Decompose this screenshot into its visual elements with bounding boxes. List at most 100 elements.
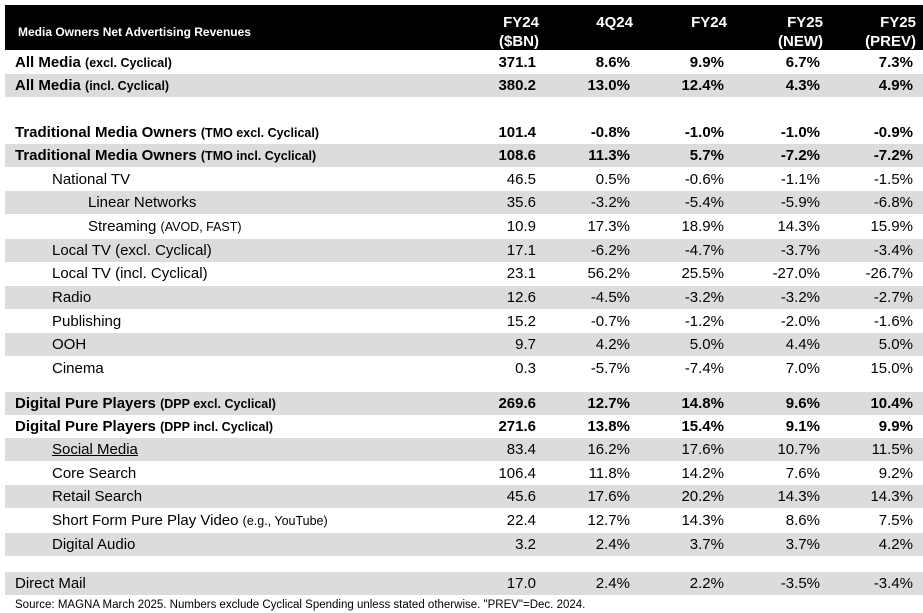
row-label-note: (TMO incl. Cyclical) [200, 149, 317, 163]
cell-value: 2.2% [689, 575, 724, 592]
cell-value: -6.8% [873, 194, 913, 211]
cell-value: 9.9% [878, 418, 913, 435]
cell-value: -2.0% [780, 313, 820, 330]
cell-value: -7.4% [684, 360, 724, 377]
cell-value: 12.6 [506, 289, 536, 306]
row-label-text: OOH [52, 336, 87, 353]
cell-value: 4.3% [785, 77, 820, 94]
column-header: FY24 [691, 13, 727, 32]
cell-value: 18.9% [681, 218, 724, 235]
column-header-line: ($BN) [499, 33, 539, 50]
cell-value: 11.5% [871, 441, 913, 458]
cell-value: 2.4% [595, 536, 630, 553]
column-header: FY25 (PREV) [865, 13, 916, 51]
row-label-text: Traditional Media Owners [15, 124, 197, 141]
column-header-line: FY25 [880, 14, 916, 31]
cell-value: -1.5% [873, 171, 913, 188]
cell-value: 4.9% [878, 77, 913, 94]
cell-value: 15.2 [506, 313, 536, 330]
row-label: Digital Audio [52, 533, 135, 556]
row-label-text: National TV [52, 171, 131, 188]
cell-value: 15.4% [681, 418, 724, 435]
row-label-note: (DPP excl. Cyclical) [160, 397, 276, 411]
row-label: Traditional Media Owners (TMO incl. Cycl… [15, 144, 316, 167]
table-row: National TV 46.5 0.5% -0.6% -1.1% -1.5% [5, 168, 923, 191]
column-header: FY24 ($BN) [499, 13, 539, 51]
cell-value: -3.4% [873, 242, 913, 259]
table-row: Streaming (AVOD, FAST) 10.9 17.3% 18.9% 14.3… [5, 215, 923, 238]
row-label-text: Cinema [52, 360, 104, 377]
cell-value: 380.2 [498, 77, 536, 94]
table-row: Linear Networks 35.6 -3.2% -5.4% -5.9% -6.8% [5, 191, 923, 214]
cell-value: -0.8% [590, 124, 630, 141]
cell-value: -4.7% [684, 242, 724, 259]
row-label: Short Form Pure Play Video (e.g., YouTub… [52, 509, 328, 532]
cell-value: 11.3% [588, 147, 630, 164]
cell-value: 0.3 [515, 360, 536, 377]
cell-value: 10.4% [870, 395, 913, 412]
row-label-note: (DPP incl. Cyclical) [160, 420, 274, 434]
column-header-line: FY24 [691, 14, 727, 31]
table-row: Retail Search 45.6 17.6% 20.2% 14.3% 14.3% [5, 485, 923, 508]
cell-value: 271.6 [498, 418, 536, 435]
cell-value: 3.7% [689, 536, 724, 553]
cell-value: -3.2% [780, 289, 820, 306]
row-label: Publishing [52, 310, 121, 333]
row-label: Local TV (excl. Cyclical) [52, 239, 212, 262]
cell-value: 11.8% [588, 465, 630, 482]
cell-value: 14.3% [777, 218, 820, 235]
cell-value: 14.3% [870, 488, 913, 505]
cell-value: 5.0% [689, 336, 724, 353]
cell-value: -3.4% [873, 575, 913, 592]
row-label: Traditional Media Owners (TMO excl. Cycl… [15, 121, 319, 144]
cell-value: -2.7% [873, 289, 913, 306]
cell-value: -5.4% [684, 194, 724, 211]
cell-value: 35.6 [506, 194, 536, 211]
cell-value: 8.6% [595, 54, 630, 71]
table-row: Local TV (incl. Cyclical) 23.1 56.2% 25.5% -… [5, 262, 923, 285]
cell-value: 14.3% [777, 488, 820, 505]
cell-value: 9.6% [785, 395, 820, 412]
row-label-text: Digital Pure Players [15, 395, 156, 412]
row-label-text: Radio [52, 289, 92, 306]
row-label-text: Local TV (incl. Cyclical) [52, 265, 208, 282]
row-label-text: Linear Networks [88, 194, 197, 211]
row-label-text: Retail Search [52, 488, 143, 505]
cell-value: 8.6% [785, 512, 820, 529]
row-label-text: Social Media [52, 441, 138, 458]
table-row: Short Form Pure Play Video (e.g., YouTub… [5, 509, 923, 532]
table-row: Social Media 83.4 16.2% 17.6% 10.7% 11.5% [5, 438, 923, 461]
table-row: Direct Mail 17.0 2.4% 2.2% -3.5% -3.4% [5, 572, 923, 595]
row-label: Radio [52, 286, 91, 309]
cell-value: 56.2% [587, 265, 630, 282]
row-label: All Media (incl. Cyclical) [15, 74, 169, 97]
cell-value: 17.0 [506, 575, 536, 592]
cell-value: -0.9% [873, 124, 913, 141]
cell-value: 25.5% [681, 265, 724, 282]
row-label: Cinema [52, 357, 104, 380]
cell-value: -6.2% [590, 242, 630, 259]
cell-value: -27.0% [772, 265, 820, 282]
cell-value: 17.6% [681, 441, 724, 458]
cell-value: 9.1% [785, 418, 820, 435]
cell-value: 46.5 [506, 171, 536, 188]
cell-value: -1.2% [684, 313, 724, 330]
column-header-line: FY25 [787, 14, 823, 31]
cell-value: 14.2% [681, 465, 724, 482]
cell-value: 20.2% [681, 488, 724, 505]
cell-value: -1.6% [873, 313, 913, 330]
table-row: Cinema 0.3 -5.7% -7.4% 7.0% 15.0% [5, 357, 923, 380]
table-row: All Media (incl. Cyclical) 380.2 13.0% 12.4… [5, 74, 923, 97]
cell-value: 15.9% [870, 218, 913, 235]
row-label-note: (excl. Cyclical) [85, 56, 172, 70]
column-header: FY25 (NEW) [778, 13, 823, 51]
row-label-text: Local TV (excl. Cyclical) [52, 242, 212, 259]
cell-value: 269.6 [498, 395, 536, 412]
table-row: Publishing 15.2 -0.7% -1.2% -2.0% -1.6% [5, 310, 923, 333]
cell-value: 106.4 [498, 465, 536, 482]
table-row: Local TV (excl. Cyclical) 17.1 -6.2% -4.7% -… [5, 239, 923, 262]
row-label-text: Digital Pure Players [15, 418, 156, 435]
cell-value: 9.9% [689, 54, 724, 71]
cell-value: 22.4 [506, 512, 536, 529]
